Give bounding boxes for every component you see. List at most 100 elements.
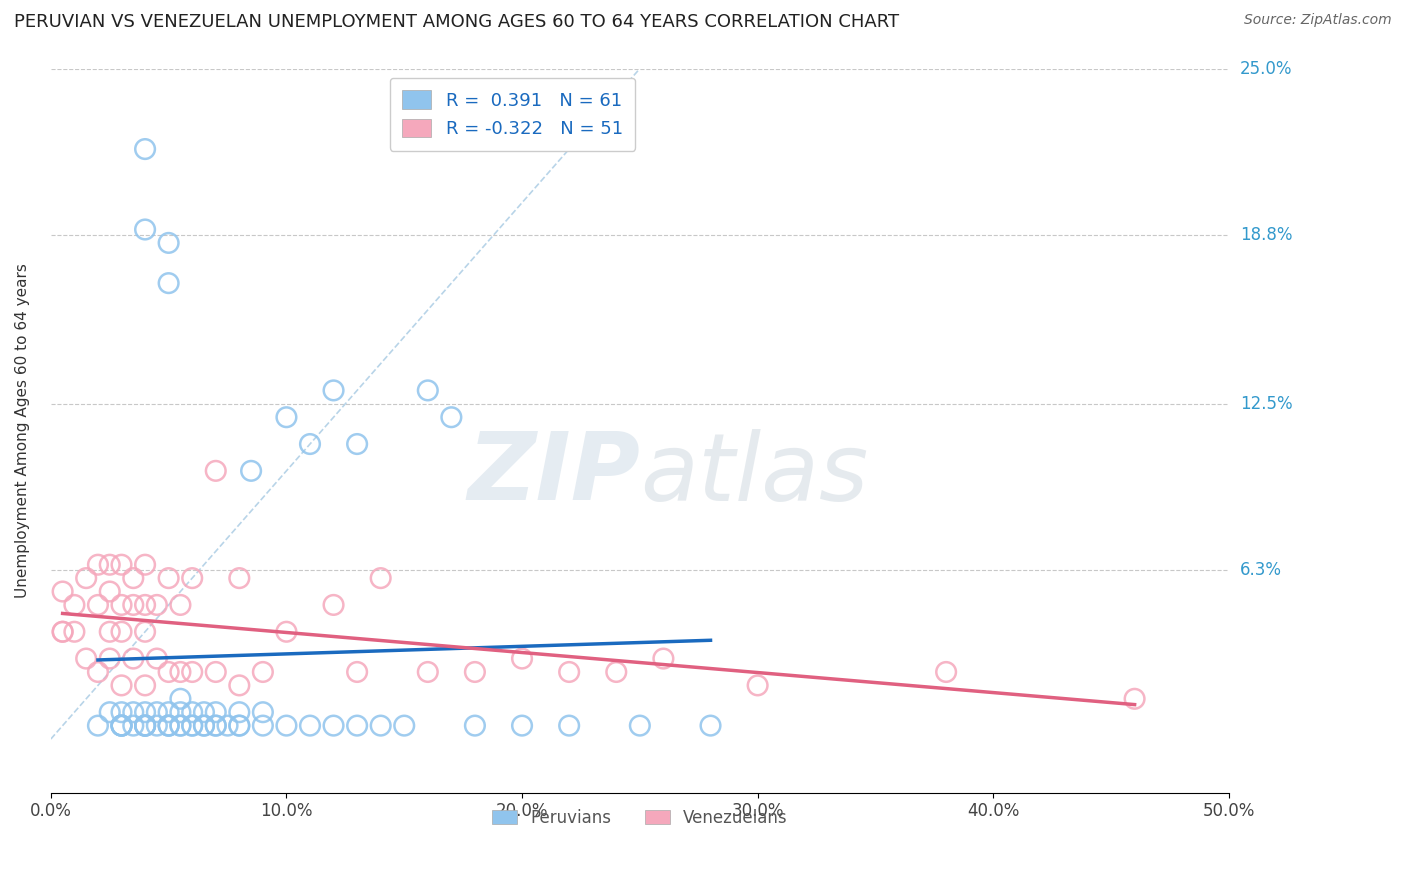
Text: Source: ZipAtlas.com: Source: ZipAtlas.com bbox=[1244, 13, 1392, 28]
Point bbox=[652, 651, 675, 665]
Point bbox=[110, 705, 132, 719]
Point bbox=[464, 718, 486, 732]
Point bbox=[98, 624, 121, 639]
Point bbox=[298, 437, 321, 451]
Point bbox=[193, 705, 215, 719]
Point bbox=[322, 598, 344, 612]
Text: 25.0%: 25.0% bbox=[1240, 60, 1292, 78]
Point bbox=[204, 705, 226, 719]
Text: PERUVIAN VS VENEZUELAN UNEMPLOYMENT AMONG AGES 60 TO 64 YEARS CORRELATION CHART: PERUVIAN VS VENEZUELAN UNEMPLOYMENT AMON… bbox=[14, 13, 900, 31]
Text: ZIP: ZIP bbox=[467, 428, 640, 520]
Point bbox=[169, 718, 191, 732]
Point bbox=[98, 584, 121, 599]
Point bbox=[98, 705, 121, 719]
Point bbox=[110, 558, 132, 572]
Point bbox=[322, 384, 344, 398]
Point bbox=[204, 665, 226, 679]
Legend: Peruvians, Venezuelans: Peruvians, Venezuelans bbox=[484, 800, 796, 835]
Point bbox=[157, 705, 180, 719]
Point bbox=[169, 691, 191, 706]
Point bbox=[181, 571, 204, 585]
Point bbox=[181, 718, 204, 732]
Text: atlas: atlas bbox=[640, 428, 868, 519]
Point bbox=[169, 665, 191, 679]
Point bbox=[110, 624, 132, 639]
Point bbox=[228, 571, 250, 585]
Point bbox=[346, 665, 368, 679]
Point bbox=[204, 718, 226, 732]
Point bbox=[181, 705, 204, 719]
Point bbox=[134, 558, 156, 572]
Point bbox=[157, 718, 180, 732]
Point bbox=[416, 665, 439, 679]
Point bbox=[181, 718, 204, 732]
Point bbox=[416, 384, 439, 398]
Point bbox=[122, 598, 145, 612]
Point bbox=[370, 718, 392, 732]
Point bbox=[146, 705, 169, 719]
Point bbox=[217, 718, 239, 732]
Point bbox=[193, 718, 215, 732]
Point bbox=[699, 718, 721, 732]
Point bbox=[228, 718, 250, 732]
Point bbox=[157, 276, 180, 290]
Point bbox=[146, 598, 169, 612]
Point bbox=[157, 718, 180, 732]
Point bbox=[134, 222, 156, 236]
Point bbox=[193, 718, 215, 732]
Text: 6.3%: 6.3% bbox=[1240, 561, 1282, 579]
Point bbox=[370, 571, 392, 585]
Point bbox=[110, 598, 132, 612]
Point bbox=[298, 718, 321, 732]
Point bbox=[276, 718, 298, 732]
Point bbox=[204, 464, 226, 478]
Point bbox=[169, 705, 191, 719]
Point bbox=[558, 718, 581, 732]
Point bbox=[276, 410, 298, 425]
Point bbox=[252, 718, 274, 732]
Point bbox=[228, 718, 250, 732]
Text: 12.5%: 12.5% bbox=[1240, 395, 1292, 413]
Point bbox=[747, 678, 769, 692]
Point bbox=[134, 718, 156, 732]
Point bbox=[510, 718, 533, 732]
Point bbox=[87, 558, 110, 572]
Point bbox=[605, 665, 627, 679]
Point bbox=[169, 598, 191, 612]
Point bbox=[204, 718, 226, 732]
Point bbox=[110, 718, 132, 732]
Point bbox=[134, 598, 156, 612]
Point bbox=[181, 665, 204, 679]
Point bbox=[935, 665, 957, 679]
Point bbox=[157, 571, 180, 585]
Point bbox=[98, 558, 121, 572]
Point bbox=[52, 584, 75, 599]
Point bbox=[169, 718, 191, 732]
Point bbox=[134, 678, 156, 692]
Point bbox=[110, 718, 132, 732]
Point bbox=[157, 718, 180, 732]
Point bbox=[122, 705, 145, 719]
Point bbox=[146, 651, 169, 665]
Point bbox=[157, 235, 180, 250]
Point bbox=[134, 718, 156, 732]
Point bbox=[110, 678, 132, 692]
Point bbox=[134, 142, 156, 156]
Point bbox=[240, 464, 263, 478]
Point bbox=[228, 705, 250, 719]
Point bbox=[252, 705, 274, 719]
Point bbox=[134, 705, 156, 719]
Point bbox=[394, 718, 416, 732]
Point bbox=[346, 437, 368, 451]
Y-axis label: Unemployment Among Ages 60 to 64 years: Unemployment Among Ages 60 to 64 years bbox=[15, 263, 30, 598]
Point bbox=[146, 718, 169, 732]
Point bbox=[134, 718, 156, 732]
Point bbox=[134, 718, 156, 732]
Point bbox=[63, 598, 86, 612]
Point bbox=[510, 651, 533, 665]
Point bbox=[122, 718, 145, 732]
Point bbox=[1123, 691, 1146, 706]
Point bbox=[87, 665, 110, 679]
Point bbox=[134, 624, 156, 639]
Point bbox=[75, 571, 97, 585]
